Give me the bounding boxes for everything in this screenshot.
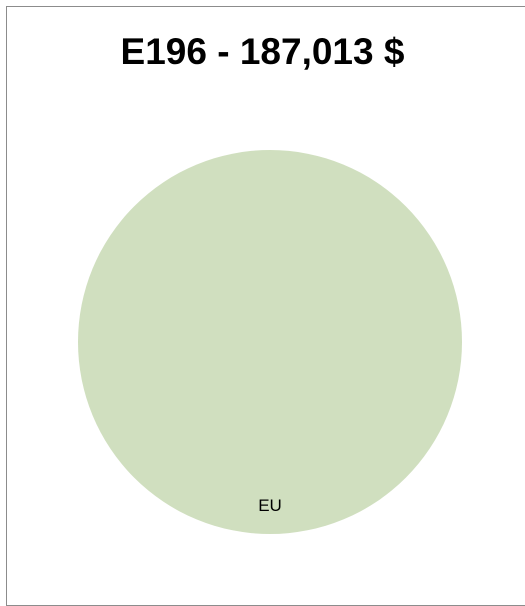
- chart-title: E196 - 187,013 $: [120, 31, 405, 72]
- slice-label-eu: EU: [258, 496, 282, 515]
- pie-slice-eu: [78, 150, 462, 534]
- pie-chart: EU: [78, 150, 462, 534]
